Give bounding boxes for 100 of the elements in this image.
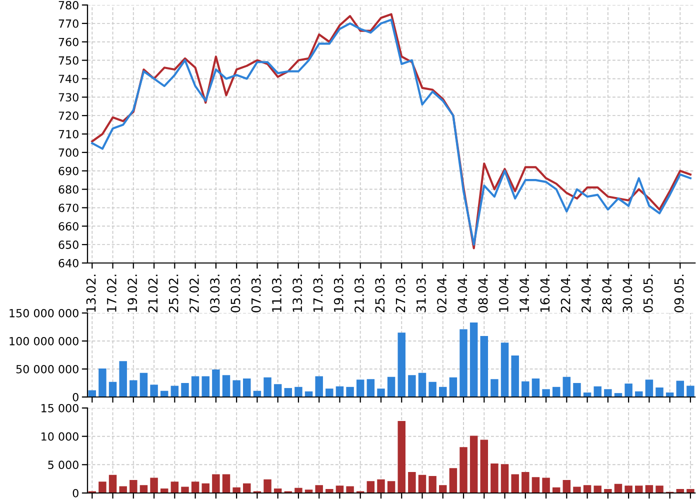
x-tick-label: 27.02. [189,274,199,312]
y-tick-label: 15 000 [42,404,78,412]
bar [387,481,396,493]
bar [346,486,354,493]
bar [449,377,458,397]
bar [460,447,468,493]
bar [150,478,158,493]
bar [356,380,364,397]
bar [119,486,127,493]
bar [191,482,200,493]
bar [449,468,458,493]
bar [264,479,272,493]
x-tick-label: 05.05. [643,274,653,312]
bar [532,378,540,397]
bar [336,386,344,397]
bar [264,377,272,397]
bar [366,481,375,493]
y-tick-label: 710 [58,130,78,138]
bar [604,489,612,493]
bar [130,480,138,493]
bar [490,464,498,493]
bar [191,376,200,397]
x-tick-label: 03.03. [210,274,220,312]
bar [222,375,230,397]
bar [140,485,148,493]
x-tick-label: 31.03. [416,274,426,312]
bar [387,376,396,397]
x-tick-label: 05.03. [230,274,240,312]
bar [294,386,302,397]
x-tick-label: 09.05. [674,274,684,312]
y-tick-label: 10 000 [42,432,78,441]
bar [522,381,530,397]
bar [377,388,385,397]
bar [552,386,560,397]
bar [562,376,571,397]
bar [170,386,179,397]
bar [460,329,468,397]
y-tick-label: 0 [72,392,78,402]
bar [480,440,488,493]
bar [511,356,519,397]
bar [130,380,138,397]
y-tick-label: 750 [58,56,78,65]
bar [170,482,179,493]
bar [212,474,220,493]
bar [222,474,230,493]
bar [119,361,127,397]
bar [108,474,117,493]
y-tick-label: 690 [58,166,78,176]
bar [635,486,643,493]
bar [542,389,550,397]
bar [500,464,509,493]
bar [108,382,117,397]
bar [140,372,148,397]
bar [98,368,106,397]
bar [522,472,530,493]
bar [315,376,323,397]
bar [232,487,240,493]
x-tick-label: 24.04. [581,274,591,312]
bar [511,474,519,493]
bar [614,484,622,493]
bar [583,485,592,493]
y-tick-label: 650 [58,240,78,249]
bar [98,482,106,493]
x-tick-label: 19.03. [334,274,344,312]
y-tick-label: 780 [58,0,78,10]
bar [377,479,385,493]
bar [326,489,334,493]
y-tick-label: 0 [72,488,78,498]
bar [202,376,210,397]
bar [480,336,488,397]
x-tick-label: 21.03. [354,274,364,312]
bar [212,370,220,397]
bar [562,480,571,493]
bar [408,375,416,397]
bar [418,474,426,493]
bar [656,486,664,493]
bar [315,485,323,493]
bar [573,486,581,493]
y-tick-label: 740 [58,74,78,84]
x-tick-label: 22.04. [560,274,570,312]
y-tick-label: 150 000 000 [10,308,78,318]
x-tick-label: 04.04. [458,274,468,312]
x-tick-label: 19.02. [128,274,138,312]
bar [532,477,540,493]
bar [624,486,632,493]
x-tick-label: 17.02. [106,274,116,312]
bar [284,388,292,397]
bar [294,488,302,493]
bar [326,388,334,397]
x-tick-label: 13.02. [86,274,96,312]
bar [594,486,602,493]
x-tick-label: 30.04. [622,274,632,312]
x-tick-label: 28.04. [602,274,612,312]
x-tick-label: 16.04. [540,274,550,312]
y-tick-label: 770 [58,19,78,28]
bar [336,486,344,493]
x-tick-label: 25.03. [375,274,385,312]
y-tick-label: 700 [58,148,78,157]
y-tick-label: 5 000 [48,460,78,470]
bar [500,342,509,397]
